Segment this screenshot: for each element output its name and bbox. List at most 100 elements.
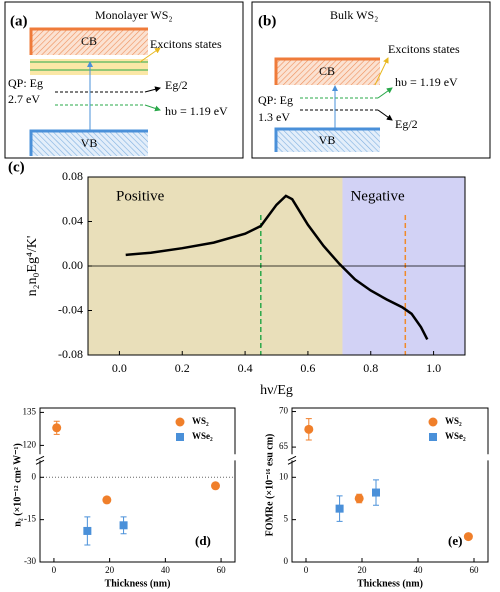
arrow	[139, 47, 161, 63]
vb-edge	[29, 129, 148, 156]
plot-frame	[39, 407, 236, 563]
arrow	[377, 109, 393, 121]
x-tick-label: 1.0	[426, 361, 441, 375]
legend-marker	[429, 433, 437, 441]
y-tick-label: 10	[279, 471, 289, 481]
panel-label: (e)	[448, 533, 462, 548]
legend-marker	[175, 417, 185, 427]
y-tick-label: 0.04	[62, 213, 83, 227]
exciton-band	[30, 59, 148, 75]
arrow	[374, 57, 389, 86]
y-tick-label: 0	[284, 556, 289, 566]
point	[52, 423, 62, 433]
gap-label: 2.7 eV	[8, 92, 40, 106]
vb-label: VB	[81, 136, 98, 150]
legend-marker	[428, 417, 438, 427]
cb-label: CB	[319, 64, 335, 78]
x-tick-label: 0.6	[300, 361, 315, 375]
arrow	[144, 104, 161, 112]
arrow	[377, 87, 393, 99]
vb-band	[275, 128, 380, 152]
y-tick-label: 135	[23, 406, 37, 416]
photon-label: hυ = 1.19 eV	[395, 75, 458, 89]
legend-marker	[176, 433, 184, 441]
point	[119, 521, 128, 530]
vb-label: VB	[319, 133, 336, 147]
x-axis-label: Thickness (nm)	[105, 578, 171, 589]
legend-label: WSe₂	[192, 431, 213, 441]
axis-break	[35, 455, 45, 465]
y-tick-label: 70	[279, 406, 289, 416]
legend-label: WS₂	[445, 416, 462, 426]
frame	[251, 1, 491, 159]
arrow	[144, 86, 161, 93]
x-tick-label: 60	[217, 565, 227, 575]
y-tick-label: 120	[23, 439, 37, 449]
gap-label: 1.3 eV	[258, 110, 290, 124]
excitons-label: Excitons states	[150, 37, 222, 51]
panel-label: (a)	[10, 13, 28, 29]
x-tick-label: 40	[414, 565, 424, 575]
cb-label: CB	[81, 34, 97, 48]
region-label: Positive	[116, 188, 165, 204]
title: Bulk WS₂	[330, 8, 378, 22]
point	[102, 495, 112, 505]
cb-edge	[29, 27, 148, 55]
x-axis-label: hν/Eg	[260, 383, 293, 398]
y-tick-label: 5	[284, 514, 289, 524]
point	[211, 481, 220, 491]
x-tick-label: 40	[161, 565, 171, 575]
point	[372, 488, 380, 497]
y-tick-label: -0.08	[58, 347, 83, 361]
half-label: Eg/2	[165, 78, 188, 92]
diagram-b: (b) Bulk WS₂ CB Excitons states hυ = 1.1…	[251, 1, 491, 159]
frame	[4, 1, 244, 159]
plot-frame	[291, 407, 489, 563]
legend-label: WSe₂	[445, 431, 466, 441]
half-label: Eg/2	[395, 117, 418, 131]
y-tick-label: -30	[24, 556, 36, 566]
cb-band	[30, 28, 148, 55]
legend-label: WS₂	[192, 416, 209, 426]
x-tick-label: 0	[52, 565, 57, 575]
qp-label: QP: Eg	[258, 93, 293, 107]
excitons-label: Excitons states	[388, 42, 460, 56]
x-tick-label: 0	[304, 565, 309, 575]
y-axis-label: n₂ (×10⁻¹² cm² W⁻¹)	[12, 443, 23, 527]
x-tick-label: 0.0	[112, 361, 127, 375]
y-axis-label: FOMRe (×10⁻¹⁶ esu cm)	[264, 434, 275, 537]
y-tick-label: -0.04	[58, 302, 83, 316]
qp-label: QP: Eg	[8, 76, 43, 90]
y-tick-label: 0	[32, 471, 37, 481]
axis-break	[287, 455, 297, 465]
x-axis-label: Thickness (nm)	[357, 578, 423, 589]
point	[463, 532, 473, 542]
x-tick-label: 0.2	[175, 361, 190, 375]
x-tick-label: 0.8	[363, 361, 378, 375]
charts: Positive Negative-0.08-0.040.000.040.080.…	[8, 159, 489, 589]
panel-label: (c)	[8, 159, 25, 175]
point	[83, 526, 92, 535]
diagram-a: (a) Monolayer WS₂ CB Excitons states QP:…	[4, 1, 244, 159]
vb-edge	[274, 127, 380, 152]
x-tick-label: 20	[105, 565, 115, 575]
y-tick-label: 65	[279, 441, 289, 451]
region-label: Negative	[350, 188, 404, 204]
cb-edge	[274, 57, 380, 85]
panel-label: (d)	[195, 533, 211, 548]
x-tick-label: 20	[358, 565, 368, 575]
vb-band	[30, 130, 148, 156]
y-tick-label: 0.00	[62, 258, 83, 272]
curve	[125, 194, 429, 340]
point	[335, 504, 344, 513]
x-tick-label: 0.4	[238, 361, 253, 375]
panel-label: (b)	[258, 13, 276, 29]
y-axis-label: n₂n₀Eg⁴/K'	[25, 236, 40, 297]
y-tick-label: -15	[24, 514, 36, 524]
x-tick-label: 60	[470, 565, 480, 575]
cb-band	[275, 58, 380, 85]
y-tick-label: 0.08	[62, 169, 83, 183]
title: Monolayer WS₂	[95, 8, 173, 22]
point	[304, 424, 314, 434]
